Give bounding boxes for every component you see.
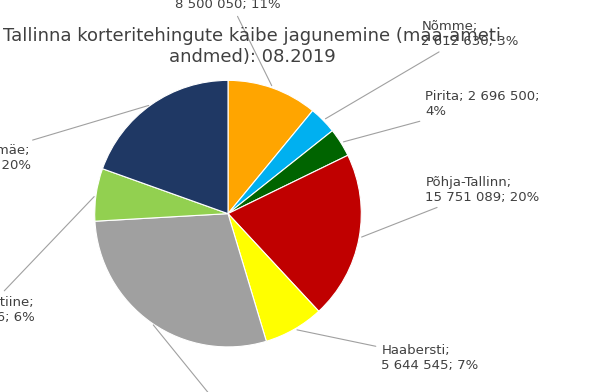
Text: Lasnamäe;
15 160 446; 20%: Lasnamäe; 15 160 446; 20%: [0, 105, 149, 172]
Text: Kesklinn;
22 311 228; 29%: Kesklinn; 22 311 228; 29%: [153, 325, 296, 392]
Text: Tallinna korteritehingute käibe jagunemine (maa-ameti
andmed): 08.2019: Tallinna korteritehingute käibe jagunemi…: [3, 27, 501, 66]
Text: Kristiine;
4 946 686; 6%: Kristiine; 4 946 686; 6%: [0, 197, 94, 324]
Text: Põhja-Tallinn;
15 751 089; 20%: Põhja-Tallinn; 15 751 089; 20%: [362, 176, 539, 237]
Text: Mustamäe;
8 500 050; 11%: Mustamäe; 8 500 050; 11%: [175, 0, 281, 86]
Wedge shape: [228, 214, 319, 341]
Wedge shape: [228, 131, 348, 214]
Text: Nõmme;
2 612 630; 3%: Nõmme; 2 612 630; 3%: [325, 20, 518, 119]
Text: Haabersti;
5 644 545; 7%: Haabersti; 5 644 545; 7%: [297, 330, 479, 372]
Wedge shape: [95, 214, 266, 347]
Text: Pirita; 2 696 500;
4%: Pirita; 2 696 500; 4%: [343, 90, 540, 142]
Wedge shape: [95, 169, 228, 221]
Wedge shape: [228, 80, 313, 214]
Wedge shape: [228, 155, 361, 311]
Wedge shape: [103, 80, 228, 214]
Wedge shape: [228, 111, 332, 214]
